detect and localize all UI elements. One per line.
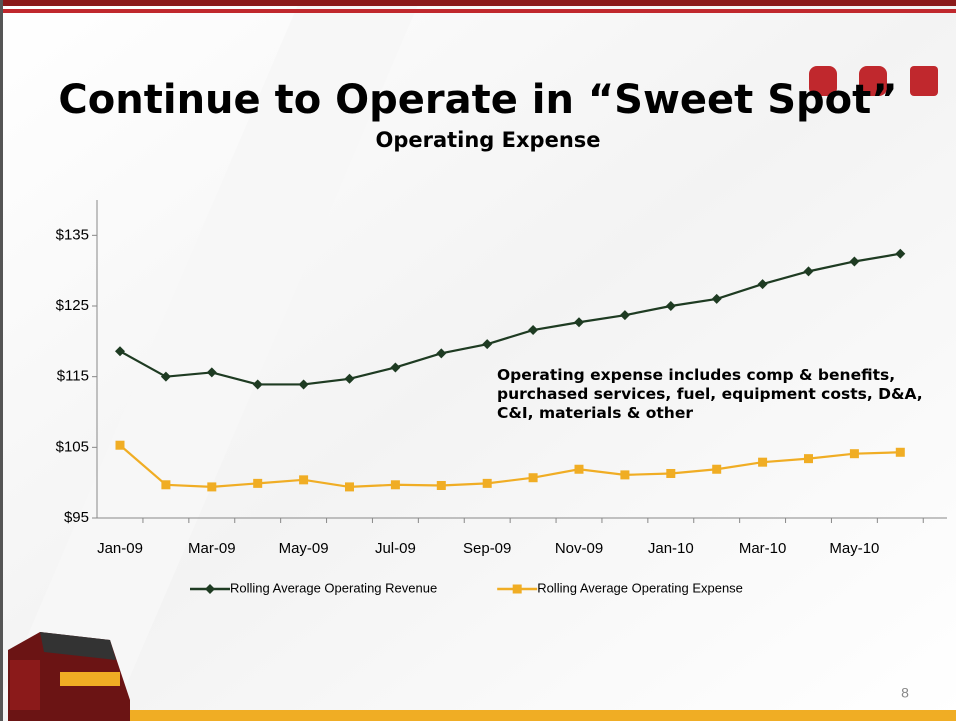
title: Continue to Operate in “Sweet Spot” xyxy=(58,77,897,123)
point xyxy=(437,481,446,490)
point xyxy=(712,465,721,474)
y-tick-label: $125 xyxy=(56,297,89,314)
subtitle: Operating Expense xyxy=(375,128,600,152)
point xyxy=(758,458,767,467)
point xyxy=(850,449,859,458)
point xyxy=(207,482,216,491)
logo xyxy=(910,66,938,96)
y-tick-label: $115 xyxy=(57,368,89,385)
x-tick-label: Nov-09 xyxy=(555,540,603,557)
x-tick-label: May-09 xyxy=(279,540,329,557)
x-tick-label: Jul-09 xyxy=(375,540,416,557)
point xyxy=(483,479,492,488)
x-tick-label: Mar-09 xyxy=(188,540,236,557)
point xyxy=(896,448,905,457)
y-tick-label: $105 xyxy=(56,438,89,455)
x-tick-label: May-10 xyxy=(829,540,879,557)
point xyxy=(529,473,538,482)
legend-marker xyxy=(513,585,522,594)
locomotive-stripe xyxy=(60,672,120,686)
legend-label: Rolling Average Operating Revenue xyxy=(230,580,437,595)
y-tick-label: $135 xyxy=(56,226,89,243)
point xyxy=(161,480,170,489)
point xyxy=(620,470,629,479)
slide: Continue to Operate in “Sweet Spot” Oper… xyxy=(0,0,956,721)
point xyxy=(253,479,262,488)
chart: Continue to Operate in “Sweet Spot” Oper… xyxy=(0,0,956,721)
top-bar xyxy=(0,9,956,13)
annotation: Operating expense includes comp & benefi… xyxy=(497,366,927,423)
locomotive xyxy=(8,632,130,721)
left-border xyxy=(0,0,3,721)
point xyxy=(299,475,308,484)
legend-label: Rolling Average Operating Expense xyxy=(537,580,743,595)
point xyxy=(345,482,354,491)
bottom-bar xyxy=(130,710,956,721)
page-number: 8 xyxy=(901,685,909,701)
point xyxy=(666,469,675,478)
top-bar xyxy=(0,0,956,6)
point xyxy=(575,465,584,474)
x-tick-label: Jan-10 xyxy=(648,540,694,557)
point xyxy=(391,480,400,489)
locomotive-side xyxy=(10,660,40,710)
x-tick-label: Sep-09 xyxy=(463,540,511,557)
x-tick-label: Jan-09 xyxy=(97,540,143,557)
x-tick-label: Mar-10 xyxy=(739,540,787,557)
point xyxy=(804,454,813,463)
point xyxy=(116,441,125,450)
y-tick-label: $95 xyxy=(64,509,89,526)
